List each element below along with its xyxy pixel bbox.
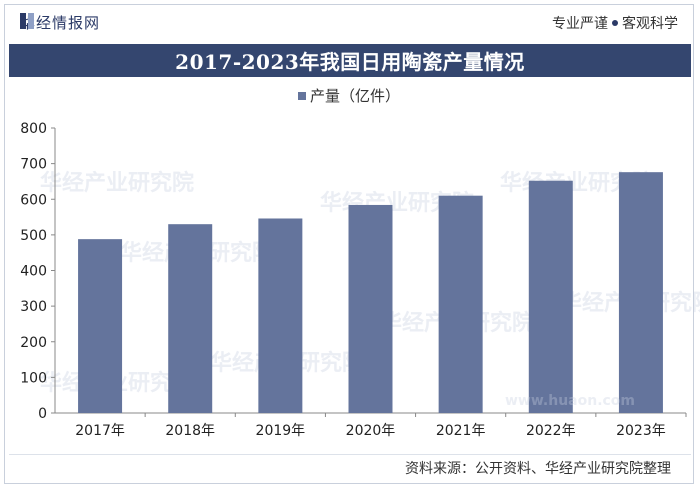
watermark-url: www.huaon.com — [505, 393, 635, 409]
y-tick-label: 700 — [20, 157, 47, 173]
chart-title: 2017-2023年我国日用陶瓷产量情况 — [175, 50, 525, 74]
tagline-right: 客观科学 — [622, 16, 678, 32]
y-tick-label: 100 — [20, 370, 47, 386]
y-tick-label: 0 — [38, 406, 47, 422]
x-tick-label: 2017年 — [75, 423, 125, 439]
bar-2021年 — [438, 195, 483, 413]
chart-area: 华经产业研究院华经产业研究院华经产业研究院华经产业研究院华经产业研究院华经产业研… — [0, 80, 700, 450]
x-tick-label: 2021年 — [436, 423, 486, 439]
brand-logo: 华经情报网 — [20, 12, 100, 33]
x-tick-label: 2019年 — [256, 423, 306, 439]
bar-2017年 — [78, 239, 123, 413]
x-tick-label: 2020年 — [346, 423, 396, 439]
chart-frame — [4, 4, 694, 484]
header-bar: 华经情报网 专业严谨 客观科学 — [0, 0, 700, 44]
y-tick-label: 600 — [20, 192, 47, 208]
bar-2019年 — [258, 218, 303, 413]
bar-2023年 — [618, 172, 663, 413]
y-tick-label: 400 — [20, 264, 47, 280]
y-tick-label: 800 — [20, 121, 47, 137]
legend-swatch — [298, 92, 306, 100]
x-tick-label: 2022年 — [526, 423, 576, 439]
logo-icon — [20, 13, 34, 29]
x-tick-label: 2018年 — [165, 423, 215, 439]
source-bar: 资料来源：公开资料、华经产业研究院整理 — [9, 454, 691, 481]
y-tick-label: 200 — [20, 335, 47, 351]
chart-legend: 产量（亿件） — [298, 87, 400, 105]
bullet-icon — [612, 20, 618, 26]
title-bar: 2017-2023年我国日用陶瓷产量情况 — [9, 44, 691, 77]
bar-2020年 — [348, 204, 393, 413]
watermark-text: 华经产业研究院 — [40, 170, 194, 196]
logo-text: 华经情报网 — [20, 14, 101, 32]
x-tick-label: 2023年 — [616, 423, 666, 439]
bar-chart: 华经产业研究院华经产业研究院华经产业研究院华经产业研究院华经产业研究院华经产业研… — [20, 87, 700, 439]
legend-label: 产量（亿件） — [310, 87, 400, 105]
y-tick-label: 300 — [20, 299, 47, 315]
y-tick-label: 500 — [20, 228, 47, 244]
tagline-left: 专业严谨 — [552, 16, 608, 32]
tagline: 专业严谨 客观科学 — [552, 13, 678, 33]
source-text: 资料来源：公开资料、华经产业研究院整理 — [405, 461, 671, 477]
bar-2022年 — [528, 180, 573, 413]
bar-2018年 — [168, 224, 213, 413]
